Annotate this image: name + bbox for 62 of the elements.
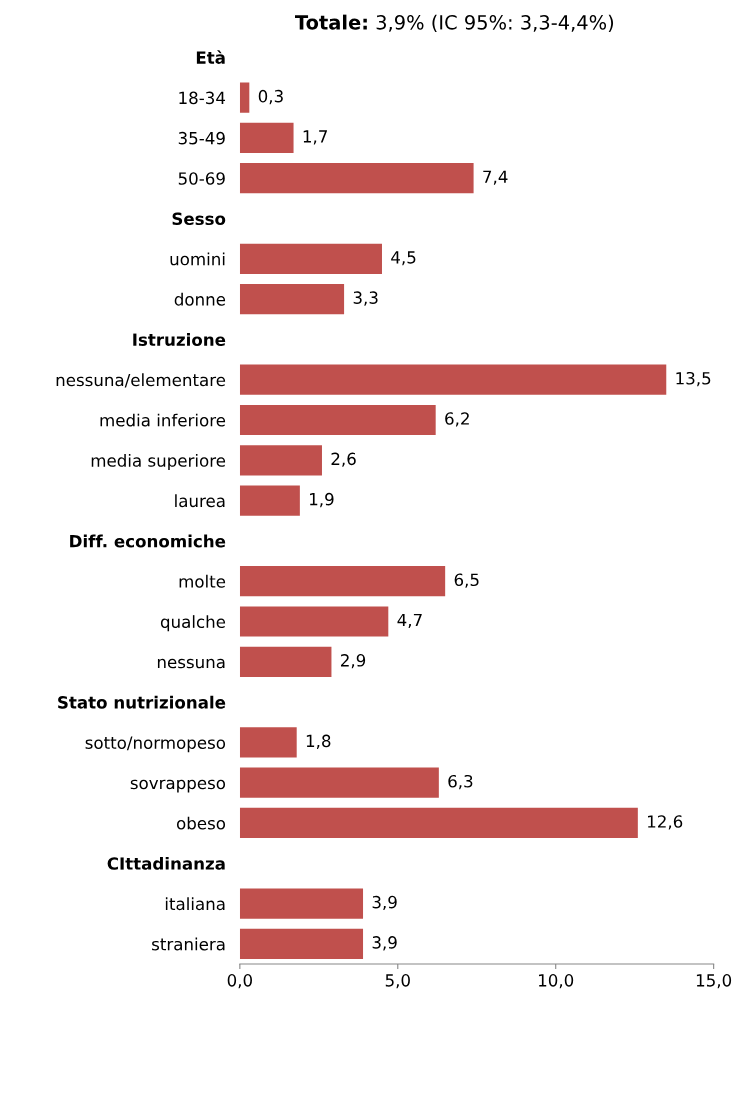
bar bbox=[239, 888, 364, 919]
bar bbox=[239, 364, 667, 395]
y-tick-label: nessuna/elementare bbox=[56, 373, 226, 388]
y-tick-label: obeso bbox=[176, 816, 226, 830]
bar bbox=[239, 283, 345, 315]
y-tick-label: 35-49 bbox=[178, 131, 225, 145]
data-label: 6,3 bbox=[448, 774, 473, 790]
data-label: 6,5 bbox=[454, 573, 479, 588]
y-tick-label: 18-34 bbox=[179, 91, 226, 105]
y-tick-label: Età bbox=[196, 50, 225, 64]
y-tick-label: Stato nutrizionale bbox=[58, 695, 226, 709]
y-tick-label: qualche bbox=[160, 615, 226, 632]
bar bbox=[239, 82, 250, 113]
bar bbox=[239, 445, 322, 476]
data-label: 4,5 bbox=[391, 251, 416, 266]
y-tick-label: media inferiore bbox=[100, 413, 226, 427]
chart-title: Totale: 3,9% (IC 95%: 3,3-4,4%) bbox=[295, 14, 614, 32]
x-tick-label: 0,0 bbox=[227, 974, 252, 989]
data-label: 1,8 bbox=[306, 734, 331, 749]
data-label: 2,9 bbox=[341, 654, 366, 669]
bar bbox=[239, 727, 297, 758]
y-tick-label: italiana bbox=[165, 897, 225, 911]
y-tick-label: Sesso bbox=[172, 212, 226, 226]
x-tick-label: 10,0 bbox=[538, 974, 574, 989]
data-label: 4,7 bbox=[397, 613, 422, 629]
data-label: 1,7 bbox=[303, 130, 327, 145]
bar bbox=[239, 566, 446, 597]
bar bbox=[239, 122, 294, 154]
y-tick-label: laurea bbox=[175, 494, 225, 508]
y-tick-label: CIttadinanza bbox=[107, 856, 225, 870]
y-tick-label: 50-69 bbox=[178, 172, 225, 185]
data-label: 2,6 bbox=[331, 452, 356, 467]
bar bbox=[239, 485, 300, 516]
bar bbox=[239, 767, 439, 798]
data-label: 12,6 bbox=[648, 815, 683, 830]
y-tick-label: uomini bbox=[170, 252, 225, 266]
data-label: 6,2 bbox=[445, 412, 469, 427]
bar bbox=[239, 404, 436, 436]
bar bbox=[239, 807, 638, 839]
y-tick-label: Diff. economiche bbox=[70, 534, 226, 548]
bar bbox=[239, 243, 382, 274]
y-tick-label: Istruzione bbox=[133, 333, 226, 346]
data-label: 3,9 bbox=[372, 895, 397, 911]
y-tick-label: straniera bbox=[152, 937, 225, 951]
x-tick-label: 5,0 bbox=[385, 974, 410, 989]
y-tick-label: nessuna bbox=[157, 658, 225, 669]
bar bbox=[239, 928, 364, 959]
y-tick-label: donne bbox=[174, 292, 226, 306]
y-tick-label: sovrappeso bbox=[130, 779, 226, 793]
y-tick-label: media superiore bbox=[91, 453, 226, 471]
data-label: 1,9 bbox=[310, 492, 334, 508]
data-label: 3,9 bbox=[372, 936, 397, 951]
data-label: 7,4 bbox=[483, 170, 508, 185]
bar bbox=[239, 606, 389, 637]
bar bbox=[239, 163, 474, 194]
data-label: 3,3 bbox=[353, 291, 378, 306]
bar bbox=[239, 646, 332, 677]
y-tick-label: molte bbox=[179, 574, 226, 588]
y-tick-label: sotto/normopeso bbox=[85, 736, 226, 753]
data-label: 13,5 bbox=[676, 371, 711, 387]
x-tick-label: 15,0 bbox=[696, 974, 732, 989]
data-label: 0,3 bbox=[258, 89, 283, 105]
